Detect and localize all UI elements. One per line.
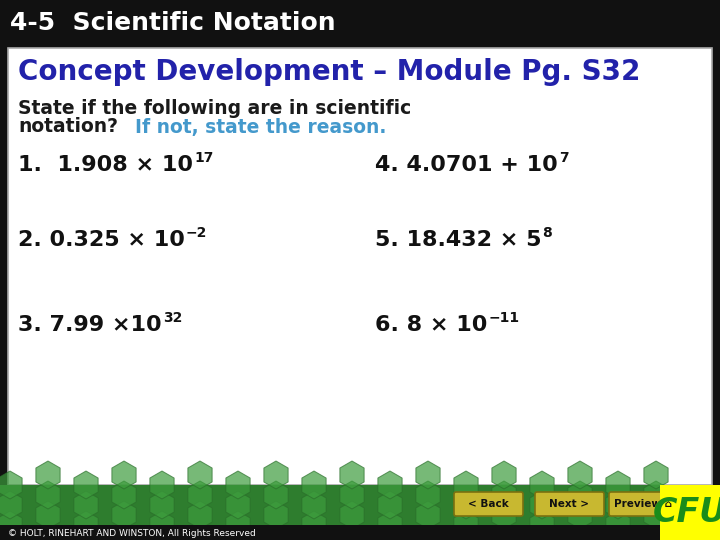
Text: Next >: Next > xyxy=(549,499,589,509)
Text: Concept Development – Module Pg. S32: Concept Development – Module Pg. S32 xyxy=(18,58,640,86)
Text: −2: −2 xyxy=(186,226,207,240)
FancyBboxPatch shape xyxy=(609,492,678,516)
Text: notation?: notation? xyxy=(18,118,118,137)
FancyBboxPatch shape xyxy=(0,485,720,525)
FancyBboxPatch shape xyxy=(0,525,720,540)
FancyBboxPatch shape xyxy=(454,492,523,516)
FancyBboxPatch shape xyxy=(0,0,720,45)
Text: 3. 7.99 ×10: 3. 7.99 ×10 xyxy=(18,315,161,335)
Text: 17: 17 xyxy=(194,151,213,165)
Text: < Back: < Back xyxy=(467,499,508,509)
FancyBboxPatch shape xyxy=(535,492,604,516)
Text: 4. 4.0701 + 10: 4. 4.0701 + 10 xyxy=(375,155,558,175)
Text: Preview ⌂: Preview ⌂ xyxy=(614,499,672,509)
Text: State if the following are in scientific: State if the following are in scientific xyxy=(18,98,411,118)
Text: © HOLT, RINEHART AND WINSTON, All Rights Reserved: © HOLT, RINEHART AND WINSTON, All Rights… xyxy=(8,529,256,537)
Text: 32: 32 xyxy=(163,311,182,325)
Text: 1.  1.908 × 10: 1. 1.908 × 10 xyxy=(18,155,193,175)
Text: 8: 8 xyxy=(542,226,552,240)
Text: 2. 0.325 × 10: 2. 0.325 × 10 xyxy=(18,230,185,250)
Text: If not, state the reason.: If not, state the reason. xyxy=(122,118,387,137)
Text: CFU: CFU xyxy=(653,496,720,530)
FancyBboxPatch shape xyxy=(660,485,720,540)
Text: 4-5  Scientific Notation: 4-5 Scientific Notation xyxy=(10,11,336,35)
Text: 6. 8 × 10: 6. 8 × 10 xyxy=(375,315,487,335)
Text: −11: −11 xyxy=(488,311,520,325)
Text: 7: 7 xyxy=(559,151,568,165)
Text: 5. 18.432 × 5: 5. 18.432 × 5 xyxy=(375,230,541,250)
FancyBboxPatch shape xyxy=(8,48,712,485)
